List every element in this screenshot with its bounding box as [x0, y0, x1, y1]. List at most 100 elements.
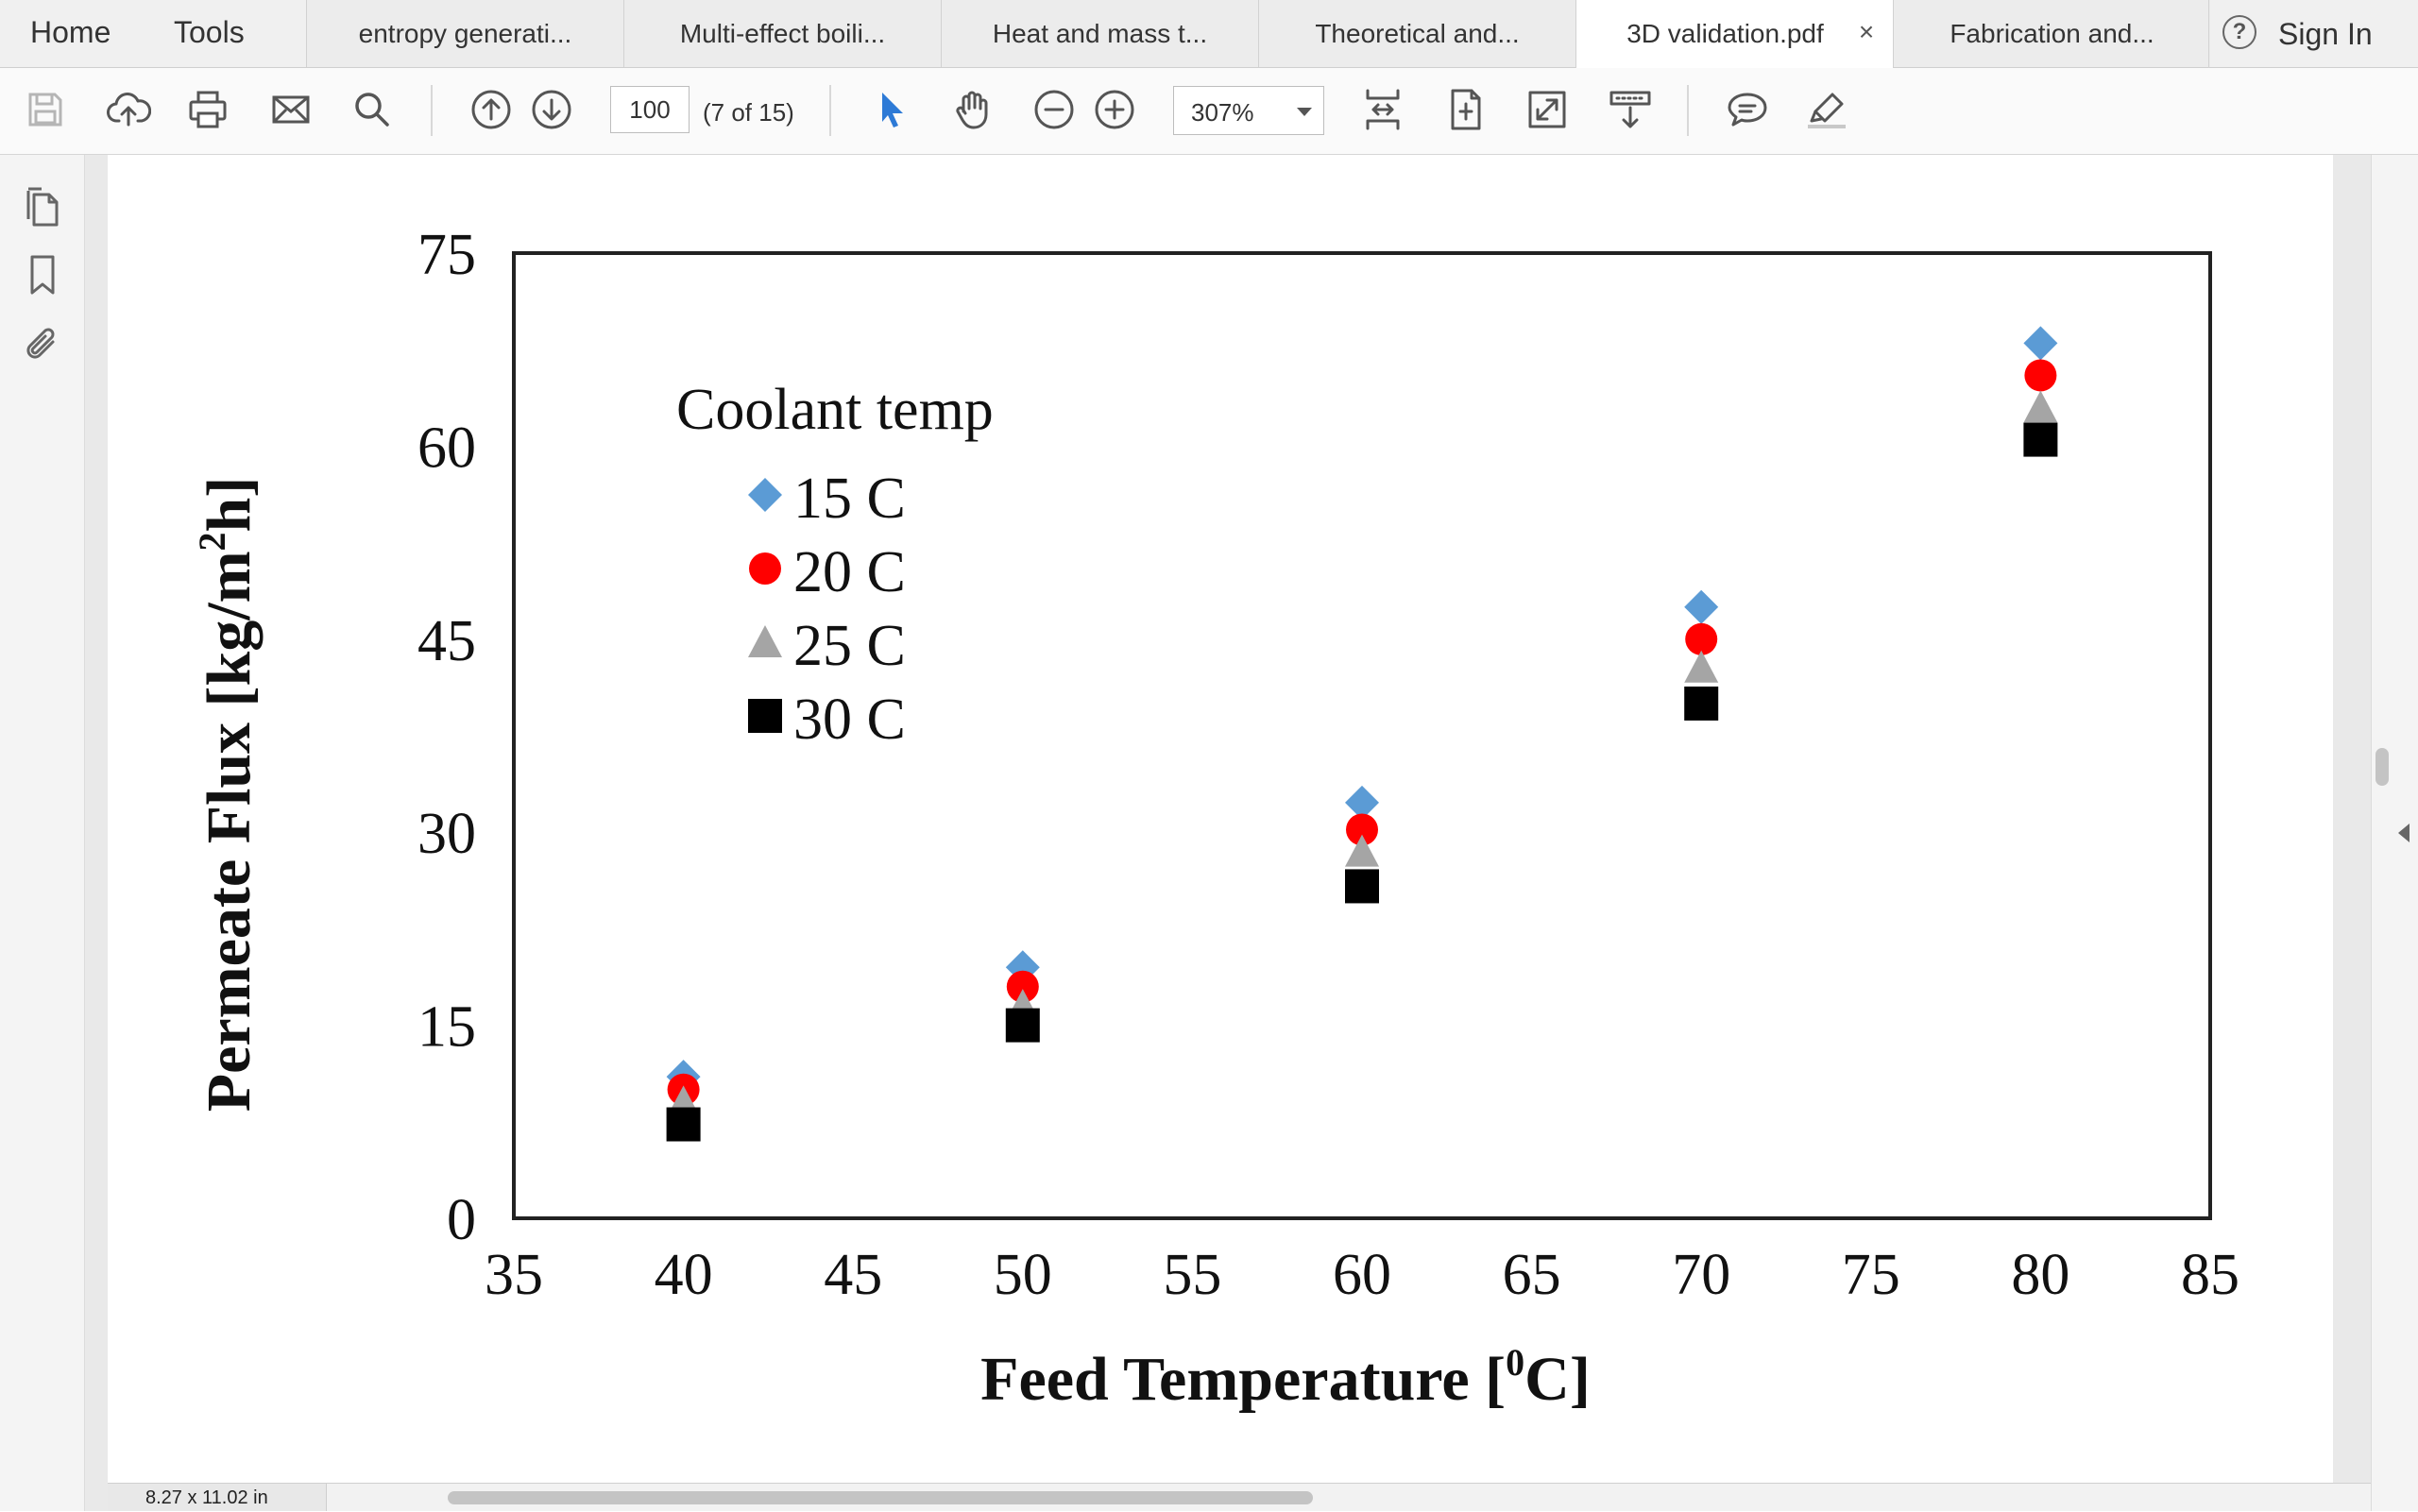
full-screen-icon[interactable]: [1524, 87, 1570, 132]
data-point-20c: [1346, 813, 1378, 846]
tab-theoretical[interactable]: Theoretical and...: [1258, 0, 1575, 67]
vertical-scrollbar-thumb[interactable]: [2375, 748, 2389, 786]
tab-label: Heat and mass t...: [992, 19, 1208, 48]
page-count: (7 of 15): [703, 98, 794, 127]
help-icon: ?: [2222, 15, 2256, 49]
tools-nav[interactable]: Tools: [174, 15, 245, 49]
data-point-20c: [1006, 970, 1039, 1003]
tab-3d-validation[interactable]: 3D validation.pdf ×: [1575, 0, 1893, 68]
zoom-value: 307%: [1191, 98, 1254, 127]
save-icon[interactable]: [23, 87, 68, 132]
zoom-in-icon[interactable]: [1092, 87, 1137, 132]
legend-label: 20 C: [793, 540, 906, 604]
page-size-label: 8.27 x 11.02 in: [108, 1484, 327, 1511]
data-point-20c: [1685, 622, 1718, 655]
tab-fabrication[interactable]: Fabrication and...: [1893, 0, 2210, 67]
x-tick-label: 35: [485, 1243, 543, 1307]
data-points: [666, 326, 2058, 1142]
x-axis-title: Feed Temperature [0C]: [980, 1341, 1591, 1414]
zoom-out-icon[interactable]: [1031, 87, 1077, 132]
data-point-15c: [1345, 785, 1379, 820]
status-bar: 8.27 x 11.02 in: [108, 1483, 2371, 1511]
data-point-25c: [2023, 390, 2058, 423]
data-point-30c: [666, 1107, 701, 1142]
x-tick-label: 85: [2181, 1243, 2239, 1307]
tab-entropy-generation[interactable]: entropy generati...: [306, 0, 623, 67]
data-point-25c: [1345, 834, 1379, 867]
x-axis-ticks: 35 40 45 50 55 60 65 70 75 80 85: [485, 1243, 2239, 1307]
toolbar-divider: [829, 85, 831, 136]
pages-icon[interactable]: [21, 185, 64, 229]
data-point-30c: [1005, 1008, 1040, 1043]
chevron-down-icon: [1297, 108, 1312, 116]
fit-width-icon[interactable]: [1360, 87, 1405, 132]
x-tick-label: 70: [1672, 1243, 1730, 1307]
attachment-icon[interactable]: [21, 323, 64, 366]
y-axis-title: Permeate Flux [kg/m2h]: [191, 477, 264, 1113]
tab-label: Multi-effect boili...: [679, 19, 886, 48]
toolbar-divider: [431, 85, 433, 136]
sign-in-link[interactable]: Sign In: [2278, 17, 2373, 51]
home-nav[interactable]: Home: [30, 15, 111, 49]
legend-marker: [748, 625, 782, 657]
tab-multi-effect-boiling[interactable]: Multi-effect boili...: [623, 0, 941, 67]
y-tick-label: 60: [417, 416, 476, 480]
tab-label: entropy generati...: [358, 19, 572, 48]
select-arrow-icon[interactable]: [869, 87, 914, 132]
legend-label: 30 C: [793, 688, 906, 752]
tab-label: Theoretical and...: [1315, 19, 1520, 48]
email-icon[interactable]: [268, 87, 314, 132]
chart-legend: Coolant temp 15 C 20 C 25 C 30 C: [676, 378, 994, 752]
read-mode-icon[interactable]: [1608, 87, 1653, 132]
tab-label: Fabrication and...: [1950, 19, 2154, 48]
pdf-page: 0 15 30 45 60 75 35 40 45 50 55 60 65 70 75 80 85 Coola…: [108, 155, 2333, 1483]
x-tick-label: 65: [1503, 1243, 1561, 1307]
highlight-pen-icon[interactable]: [1804, 87, 1849, 132]
page-down-icon[interactable]: [529, 87, 574, 132]
expand-right-pane-icon[interactable]: [2398, 824, 2409, 842]
legend-title: Coolant temp: [676, 378, 994, 442]
x-tick-label: 55: [1163, 1243, 1221, 1307]
cloud-upload-icon[interactable]: [106, 87, 151, 132]
legend-label: 15 C: [793, 467, 906, 531]
x-tick-label: 60: [1333, 1243, 1391, 1307]
zoom-select[interactable]: 307%: [1173, 86, 1324, 135]
document-viewport: 0 15 30 45 60 75 35 40 45 50 55 60 65 70 75 80 85 Coola…: [85, 155, 2371, 1511]
x-tick-label: 75: [1842, 1243, 1900, 1307]
y-tick-label: 75: [417, 223, 476, 287]
hand-icon[interactable]: [950, 87, 996, 132]
close-tab-icon[interactable]: ×: [1858, 17, 1875, 46]
fit-page-icon[interactable]: [1443, 87, 1489, 132]
tab-label: 3D validation.pdf: [1626, 19, 1824, 48]
x-tick-label: 50: [994, 1243, 1052, 1307]
page-up-icon[interactable]: [468, 87, 514, 132]
toolbar: (7 of 15) 307%: [0, 68, 2418, 155]
legend-marker: [748, 699, 782, 733]
data-point-30c: [2023, 422, 2058, 457]
legend-marker: [748, 478, 782, 512]
x-tick-label: 45: [824, 1243, 882, 1307]
help-button[interactable]: ?: [2208, 0, 2262, 68]
right-pane: [2371, 155, 2418, 1511]
data-point-30c: [1345, 869, 1379, 904]
tab-heat-and-mass[interactable]: Heat and mass t...: [941, 0, 1258, 67]
plot-area-frame: [512, 251, 2212, 1220]
left-navigation-pane: [0, 155, 85, 1511]
bookmark-icon[interactable]: [21, 253, 64, 297]
data-point-25c: [1684, 650, 1719, 683]
legend-marker: [749, 552, 781, 585]
comment-icon[interactable]: [1725, 87, 1770, 132]
y-tick-label: 0: [447, 1188, 476, 1252]
y-tick-label: 45: [417, 609, 476, 673]
data-point-20c: [2024, 359, 2057, 392]
horizontal-scrollbar-thumb[interactable]: [448, 1491, 1313, 1504]
page-number-input[interactable]: [610, 86, 690, 133]
y-tick-label: 30: [417, 802, 476, 866]
search-icon[interactable]: [349, 87, 395, 132]
data-point-15c: [1684, 589, 1719, 624]
legend-label: 25 C: [793, 614, 906, 678]
scatter-chart: 0 15 30 45 60 75 35 40 45 50 55 60 65 70 75 80 85 Coola…: [191, 223, 2239, 1414]
y-axis-ticks: 0 15 30 45 60 75: [417, 223, 476, 1252]
y-tick-label: 15: [417, 995, 476, 1060]
print-icon[interactable]: [185, 87, 230, 132]
